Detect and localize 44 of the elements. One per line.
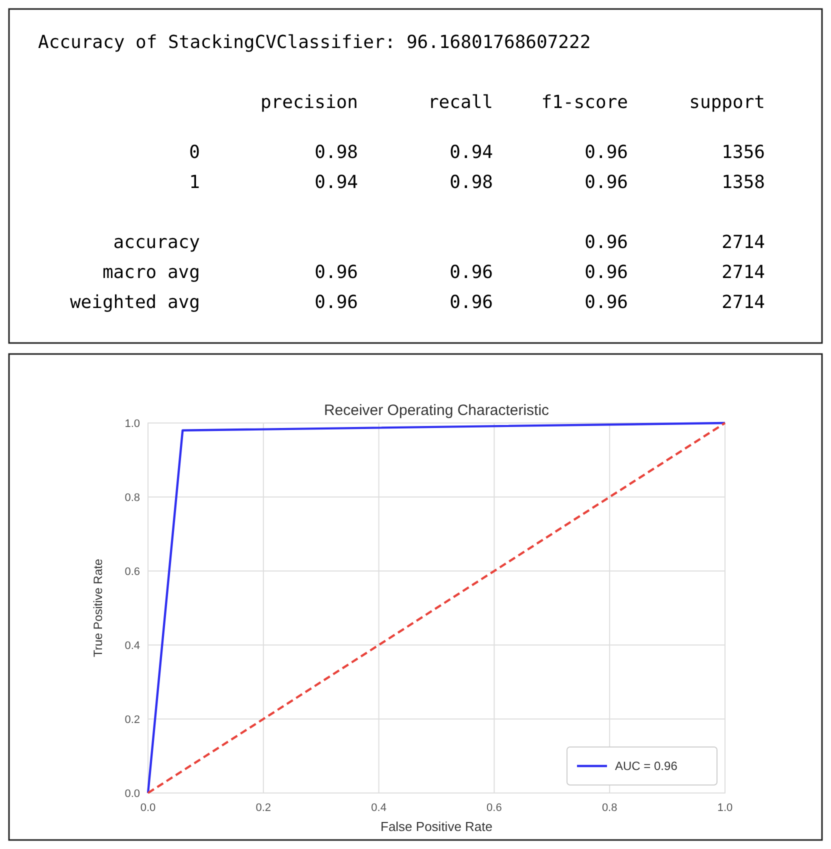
category-label: 1 bbox=[189, 172, 200, 193]
x-tick-label: 0.6 bbox=[486, 802, 502, 814]
text: 1358 bbox=[722, 172, 765, 193]
chart-title: Receiver Operating Characteristic bbox=[324, 402, 550, 419]
y-tick-label: 0.6 bbox=[124, 566, 140, 578]
text: 0.96 bbox=[450, 262, 493, 283]
x-axis-title: False Positive Rate bbox=[380, 819, 492, 834]
text: 0.96 bbox=[584, 232, 628, 253]
category-label: f1-score bbox=[541, 92, 628, 113]
y-tick-label: 0.8 bbox=[124, 492, 140, 504]
y-tick-label: 0.4 bbox=[124, 640, 140, 652]
category-label: accuracy bbox=[113, 232, 200, 253]
text: 0.96 bbox=[584, 142, 628, 163]
y-axis-title: True Positive Rate bbox=[91, 558, 105, 658]
text: 0.96 bbox=[450, 292, 493, 313]
text: 2714 bbox=[722, 232, 765, 253]
category-label: support bbox=[689, 92, 765, 113]
text: 1356 bbox=[722, 142, 765, 163]
category-label: macro avg bbox=[102, 262, 200, 283]
text: 0.96 bbox=[584, 172, 628, 193]
category-label: weighted avg bbox=[70, 292, 200, 313]
x-tick-label: 0.4 bbox=[371, 802, 386, 814]
y-tick-label: 1.0 bbox=[124, 418, 140, 430]
y-tick-label: 0.2 bbox=[124, 714, 140, 726]
text: 0.94 bbox=[450, 142, 493, 163]
x-tick-label: 1.0 bbox=[717, 802, 733, 814]
legend-label: AUC = 0.96 bbox=[615, 759, 678, 773]
text: 0.96 bbox=[314, 292, 358, 313]
text: 0.94 bbox=[314, 172, 358, 193]
y-tick-label: 0.0 bbox=[124, 788, 140, 800]
category-label: 0 bbox=[189, 142, 200, 163]
text: 0.96 bbox=[584, 262, 628, 283]
text: 2714 bbox=[722, 262, 765, 283]
x-tick-label: 0.2 bbox=[256, 802, 272, 814]
category-label: precision bbox=[260, 92, 358, 113]
text: 2714 bbox=[722, 292, 765, 313]
text: 0.98 bbox=[314, 142, 358, 163]
x-tick-label: 0.8 bbox=[602, 802, 618, 814]
text: 0.98 bbox=[450, 172, 493, 193]
text: Accuracy of StackingCVClassifier: 96.16801768607222 bbox=[38, 32, 591, 53]
x-tick-label: 0.0 bbox=[140, 802, 156, 814]
text: 0.96 bbox=[314, 262, 358, 283]
text: 0.96 bbox=[584, 292, 628, 313]
category-label: recall bbox=[428, 92, 493, 113]
